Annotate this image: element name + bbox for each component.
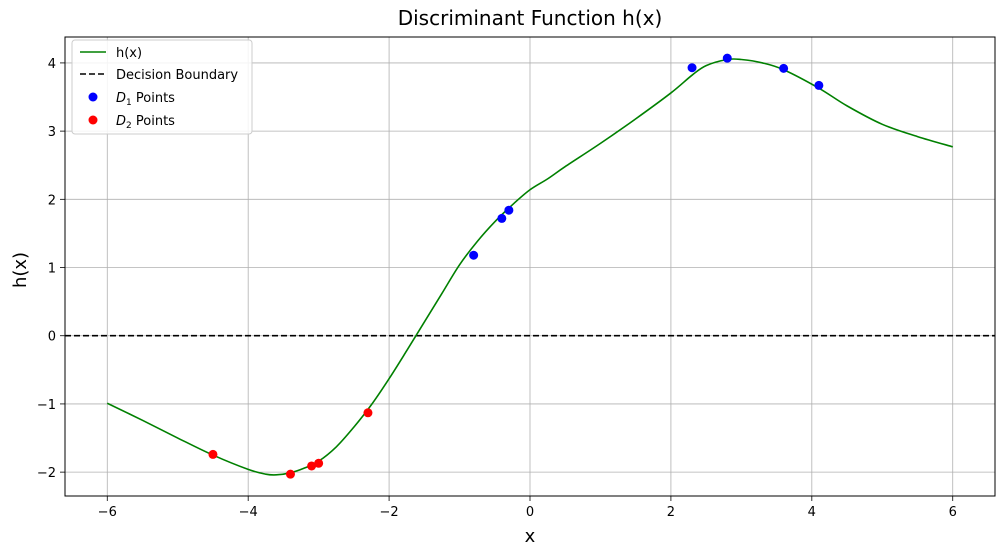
x-tick-label: −2	[380, 505, 399, 520]
legend-d1-marker	[88, 92, 98, 102]
y-tick-label: 0	[48, 330, 56, 345]
d2-point	[285, 469, 295, 479]
x-tick-label: −6	[98, 505, 117, 520]
x-axis-title: x	[525, 526, 536, 547]
h-curve-line	[106, 58, 953, 476]
tick-layer: −6 −4 −2 0 2 4 6 −2 −1 0 1 2 3 4	[37, 57, 957, 520]
legend-boundary-label: Decision Boundary	[116, 68, 238, 83]
d1-point	[497, 213, 507, 223]
legend: h(x) Decision Boundary D1 Points D2 Poin…	[71, 39, 253, 135]
y-tick-label: −1	[37, 398, 56, 413]
d1-point	[779, 63, 789, 73]
y-tick-label: 4	[48, 57, 56, 72]
legend-d2-label: D2 Points	[116, 114, 175, 131]
y-tick-label: −2	[37, 466, 56, 481]
y-axis-title: h(x)	[10, 252, 31, 288]
d1-point	[687, 63, 697, 73]
curve-layer	[106, 58, 953, 476]
d1-point	[504, 205, 514, 215]
d2-point	[314, 458, 324, 468]
chart-title: Discriminant Function h(x)	[398, 6, 663, 30]
y-tick-label: 3	[48, 125, 56, 140]
d1-point	[814, 80, 824, 90]
d2-point	[307, 461, 317, 471]
legend-d1-label: D1 Points	[116, 91, 175, 108]
x-tick-label: 2	[667, 505, 675, 520]
d1-point	[469, 250, 479, 260]
d2-point	[208, 449, 218, 459]
legend-d2-marker	[88, 115, 98, 125]
x-tick-label: 4	[808, 505, 816, 520]
legend-box	[71, 39, 253, 135]
d1-point	[722, 53, 732, 63]
y-tick-label: 2	[48, 193, 56, 208]
legend-curve-label: h(x)	[116, 46, 142, 61]
x-tick-label: 0	[526, 505, 534, 520]
x-tick-label: 6	[949, 505, 957, 520]
points-layer	[208, 53, 824, 479]
y-tick-label: 1	[48, 262, 56, 277]
x-tick-label: −4	[239, 505, 258, 520]
d2-point	[363, 408, 373, 418]
